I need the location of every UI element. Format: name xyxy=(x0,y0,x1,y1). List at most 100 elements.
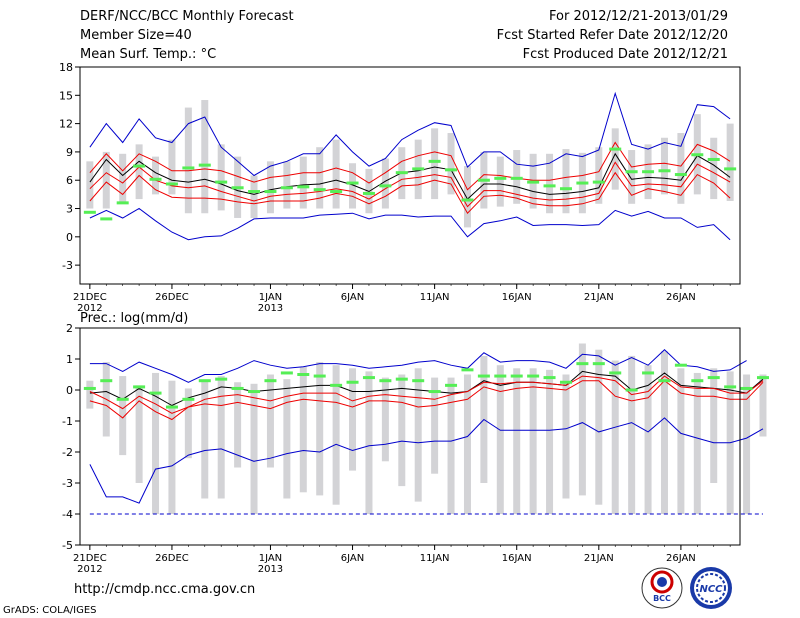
spread-box xyxy=(644,365,652,514)
spread-box xyxy=(299,366,307,493)
observed-marker xyxy=(313,374,326,378)
observed-marker xyxy=(592,180,605,184)
spread-box xyxy=(463,166,471,228)
spread-box xyxy=(135,144,143,200)
spread-box xyxy=(86,161,94,209)
observed-marker xyxy=(149,391,162,395)
x-tick-label: 21DEC xyxy=(73,553,107,564)
observed-marker xyxy=(674,173,687,177)
observed-marker xyxy=(116,397,129,401)
y-tick-label: -5 xyxy=(62,539,73,552)
observed-marker xyxy=(83,386,96,390)
observed-marker xyxy=(395,377,408,381)
spread-box xyxy=(546,153,554,214)
spread-box xyxy=(611,360,619,514)
spread-box xyxy=(283,379,291,499)
series-max-line xyxy=(89,91,731,177)
spread-box xyxy=(431,377,439,474)
spread-box xyxy=(381,158,389,209)
observed-marker xyxy=(724,385,737,389)
y-tick-label: 6 xyxy=(66,174,73,187)
observed-marker xyxy=(412,379,425,383)
observed-marker xyxy=(330,383,343,387)
spread-box xyxy=(283,161,291,209)
chart-title: DERF/NCC/BCC Monthly Forecast xyxy=(80,9,294,24)
observed-marker xyxy=(379,379,392,383)
x-tick-label: 26JAN xyxy=(666,553,696,564)
spread-box xyxy=(496,156,504,207)
spread-box xyxy=(201,380,209,499)
source-url[interactable]: http://cmdp.ncc.cma.gov.cn xyxy=(74,582,256,597)
y-tick-label: -1 xyxy=(62,415,73,428)
svg-text:NCC: NCC xyxy=(699,584,723,595)
spread-box xyxy=(513,368,521,514)
spread-box xyxy=(349,368,357,471)
observed-marker xyxy=(330,190,343,194)
spread-box xyxy=(168,380,176,514)
spread-box xyxy=(677,133,685,204)
spread-box xyxy=(266,161,274,214)
y-tick-label: 12 xyxy=(59,118,73,131)
observed-marker xyxy=(477,374,490,378)
spread-box xyxy=(119,376,127,456)
spread-box xyxy=(201,100,209,214)
observed-marker xyxy=(346,380,359,384)
x-tick-label: 6JAN xyxy=(341,292,364,303)
bcc-logo: BCC xyxy=(641,567,683,609)
x-tick-label: 16JAN xyxy=(502,292,532,303)
spread-box xyxy=(431,128,439,200)
x-tick-label: 11JAN xyxy=(420,553,450,564)
series-min-line xyxy=(89,417,764,504)
series-pct-line xyxy=(89,375,764,414)
y-tick-label: -2 xyxy=(62,446,73,459)
spread-box xyxy=(595,349,603,505)
y-tick-label: -3 xyxy=(62,259,73,272)
x-tick-label: 1JAN xyxy=(259,553,282,564)
y-tick-label: 18 xyxy=(59,61,73,74)
observed-marker xyxy=(280,371,293,375)
y-tick-label: -4 xyxy=(62,508,73,521)
spread-box xyxy=(660,137,668,195)
observed-marker xyxy=(642,371,655,375)
observed-marker xyxy=(691,153,704,157)
spread-box xyxy=(184,107,192,214)
series-min-line xyxy=(89,207,731,241)
spread-box xyxy=(710,137,718,200)
spread-box xyxy=(135,385,143,483)
x-tick-label: 21JAN xyxy=(584,292,614,303)
x-tick-label: 11JAN xyxy=(420,292,450,303)
spread-box xyxy=(562,149,570,214)
spread-box xyxy=(299,156,307,209)
svg-text:BCC: BCC xyxy=(653,594,671,603)
observed-marker xyxy=(609,371,622,375)
x-tick-label: 21JAN xyxy=(584,553,614,564)
spread-box xyxy=(102,151,110,209)
observed-marker xyxy=(297,373,310,376)
observed-marker xyxy=(642,170,655,174)
x-tick-year: 2013 xyxy=(258,303,283,314)
series-pct75-line xyxy=(89,141,731,191)
spread-box xyxy=(595,147,603,204)
observed-marker xyxy=(445,168,458,172)
spread-box xyxy=(266,374,274,468)
spread-box xyxy=(381,377,389,462)
observed-marker xyxy=(395,171,408,175)
observed-marker xyxy=(527,180,540,184)
observed-marker xyxy=(379,184,392,188)
variable-label: Mean Surf. Temp.: °C xyxy=(80,47,217,62)
spread-box xyxy=(349,163,357,209)
observed-marker xyxy=(215,180,228,184)
spread-box xyxy=(726,123,734,201)
x-tick-label: 26JAN xyxy=(666,292,696,303)
spread-box xyxy=(529,368,537,514)
observed-marker xyxy=(674,363,687,367)
observed-marker xyxy=(412,167,425,171)
series-median-line xyxy=(89,370,764,407)
observed-marker xyxy=(576,362,589,366)
plot-frame xyxy=(79,327,741,546)
observed-marker xyxy=(248,390,261,394)
member-size: Member Size=40 xyxy=(80,28,192,43)
